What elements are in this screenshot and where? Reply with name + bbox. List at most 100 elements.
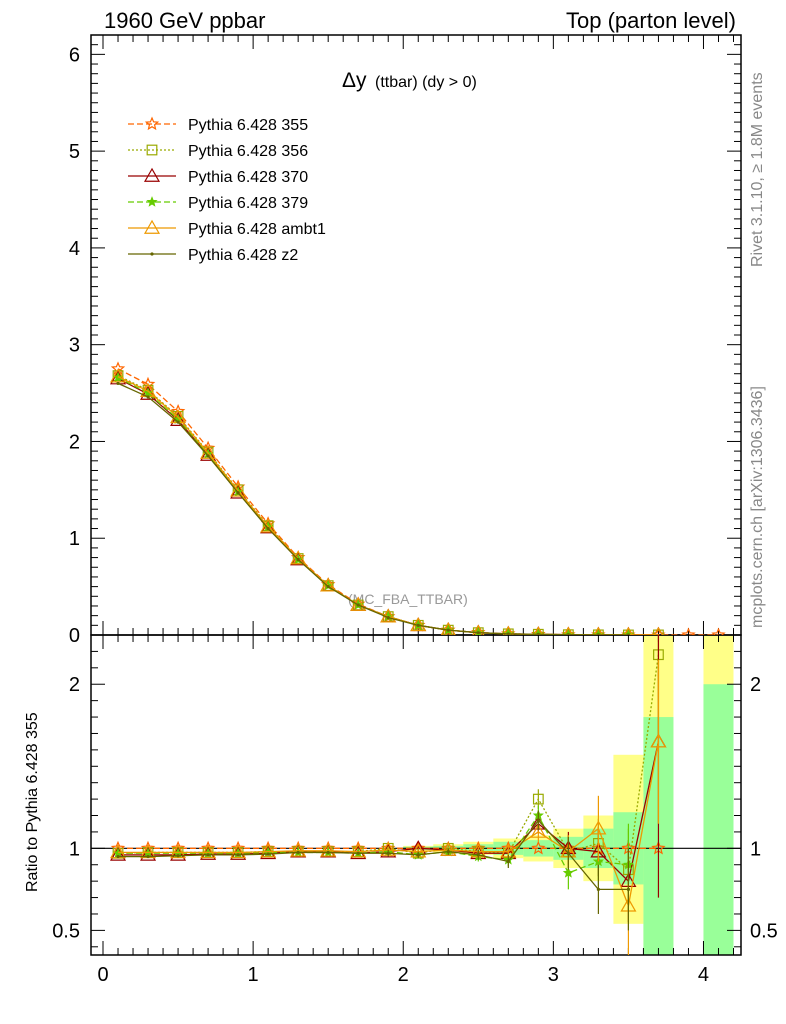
data-point-dot xyxy=(536,632,540,635)
data-point-dot xyxy=(146,854,150,859)
data-point-square xyxy=(532,793,544,805)
data-point-triangle xyxy=(533,626,544,635)
data-point-dot xyxy=(150,252,154,256)
ratio-series xyxy=(109,635,667,955)
data-point-dot xyxy=(386,851,390,855)
legend-label: Pythia 6.428 356 xyxy=(188,143,308,160)
data-point-dot xyxy=(476,853,480,857)
main-series xyxy=(109,361,726,635)
data-point-dot xyxy=(626,887,631,891)
data-point-triangle xyxy=(230,844,247,859)
data-point-dot xyxy=(326,585,330,589)
data-point-triangle xyxy=(653,626,664,635)
data-point-dot xyxy=(446,850,450,854)
data-point-dot xyxy=(596,887,600,891)
x-tick-label: 1 xyxy=(248,964,259,986)
data-point-dot xyxy=(236,491,240,495)
legend-label: Pythia 6.428 379 xyxy=(188,195,308,212)
data-point-dot xyxy=(236,853,240,857)
data-point-dot xyxy=(506,859,510,864)
x-tick-label: 2 xyxy=(398,964,409,986)
header-left: 1960 GeV ppbar xyxy=(104,8,265,33)
y-tick-label: 3 xyxy=(69,335,80,357)
y-tick-label: 5 xyxy=(69,141,80,163)
data-point-triangle xyxy=(440,841,457,856)
data-point-triangle xyxy=(650,733,667,748)
x-tick-label: 3 xyxy=(548,964,559,986)
data-point-star xyxy=(142,387,154,398)
data-point-triangle xyxy=(590,820,607,835)
data-point-triangle xyxy=(290,550,307,565)
x-tick-label: 4 xyxy=(698,964,709,986)
data-point-triangle xyxy=(530,823,547,838)
legend-label: Pythia 6.428 ambt1 xyxy=(188,221,326,238)
data-point-dot xyxy=(626,633,631,635)
data-point-triangle xyxy=(200,446,217,461)
data-point-triangle xyxy=(563,626,574,635)
data-point-triangle xyxy=(143,219,161,234)
data-point-dot xyxy=(146,395,150,399)
data-point-dot xyxy=(116,854,120,859)
legend-label: Pythia 6.428 z2 xyxy=(188,247,298,264)
data-point-star xyxy=(531,840,546,855)
legend-label: Pythia 6.428 370 xyxy=(188,169,308,186)
data-point-triangle xyxy=(109,846,127,861)
data-point-dot xyxy=(296,557,300,562)
data-point-star xyxy=(711,627,726,635)
data-point-star xyxy=(144,116,160,131)
y-tick-label: 4 xyxy=(69,238,80,260)
uncertainty-bands xyxy=(403,635,734,955)
data-point-triangle xyxy=(502,625,514,635)
data-point-square xyxy=(146,144,158,156)
data-point-triangle xyxy=(320,842,337,857)
legend-label: Pythia 6.428 355 xyxy=(188,117,308,134)
data-point-dot xyxy=(596,633,600,635)
data-point-triangle xyxy=(230,482,247,497)
header-right: Top (parton level) xyxy=(566,8,736,33)
ratio-y-tick-label-right: 0.5 xyxy=(750,920,778,942)
ratio-line xyxy=(118,819,629,891)
data-point-star xyxy=(681,627,696,635)
rivet-label: Rivet 3.1.10, ≥ 1.8M events xyxy=(749,72,766,267)
data-point-dot xyxy=(536,818,540,823)
ratio-y-tick-label: 1 xyxy=(69,838,80,860)
data-point-triangle xyxy=(350,843,367,858)
data-point-dot xyxy=(206,853,210,857)
ratio-y-tick-label: 0.5 xyxy=(52,920,80,942)
ratio-panel-frame xyxy=(90,634,742,956)
data-point-triangle xyxy=(320,577,337,592)
data-point-dot xyxy=(176,420,180,424)
data-point-triangle xyxy=(200,844,217,859)
data-point-dot xyxy=(416,853,420,857)
data-point-triangle xyxy=(290,842,307,857)
legend: Pythia 6.428 355 Pythia 6.428 356 Pythia 6… xyxy=(128,116,326,264)
data-point-dot xyxy=(116,381,120,385)
data-point-triangle xyxy=(260,518,277,533)
y-tick-label: 0 xyxy=(69,625,80,647)
data-point-triangle xyxy=(350,596,367,611)
data-point-dot xyxy=(416,623,420,627)
plot-title-main: Δy xyxy=(342,69,367,92)
data-point-dot xyxy=(176,854,180,858)
data-point-triangle xyxy=(140,846,157,861)
data-point-triangle xyxy=(623,626,634,635)
y-tick-label: 1 xyxy=(69,528,80,550)
data-point-dot xyxy=(296,850,300,855)
data-point-dot xyxy=(326,850,330,855)
data-point-dot xyxy=(566,851,570,855)
data-point-dot xyxy=(476,631,480,635)
data-point-dot xyxy=(446,628,450,632)
x-tick-label: 0 xyxy=(97,964,108,986)
data-point-triangle xyxy=(260,843,277,858)
data-point-triangle xyxy=(143,167,161,182)
data-point-triangle xyxy=(170,846,187,861)
ratio-y-tick-label-right: 1 xyxy=(750,838,761,860)
data-point-star xyxy=(146,196,158,207)
plot-title: Δy (ttbar) (dy > 0) xyxy=(342,69,477,92)
ratio-ylabel: Ratio to Pythia 6.428 355 xyxy=(24,712,41,892)
band-inner xyxy=(703,684,734,955)
data-point-dot xyxy=(266,526,270,531)
data-point-triangle xyxy=(140,385,157,400)
data-point-dot xyxy=(566,633,570,635)
